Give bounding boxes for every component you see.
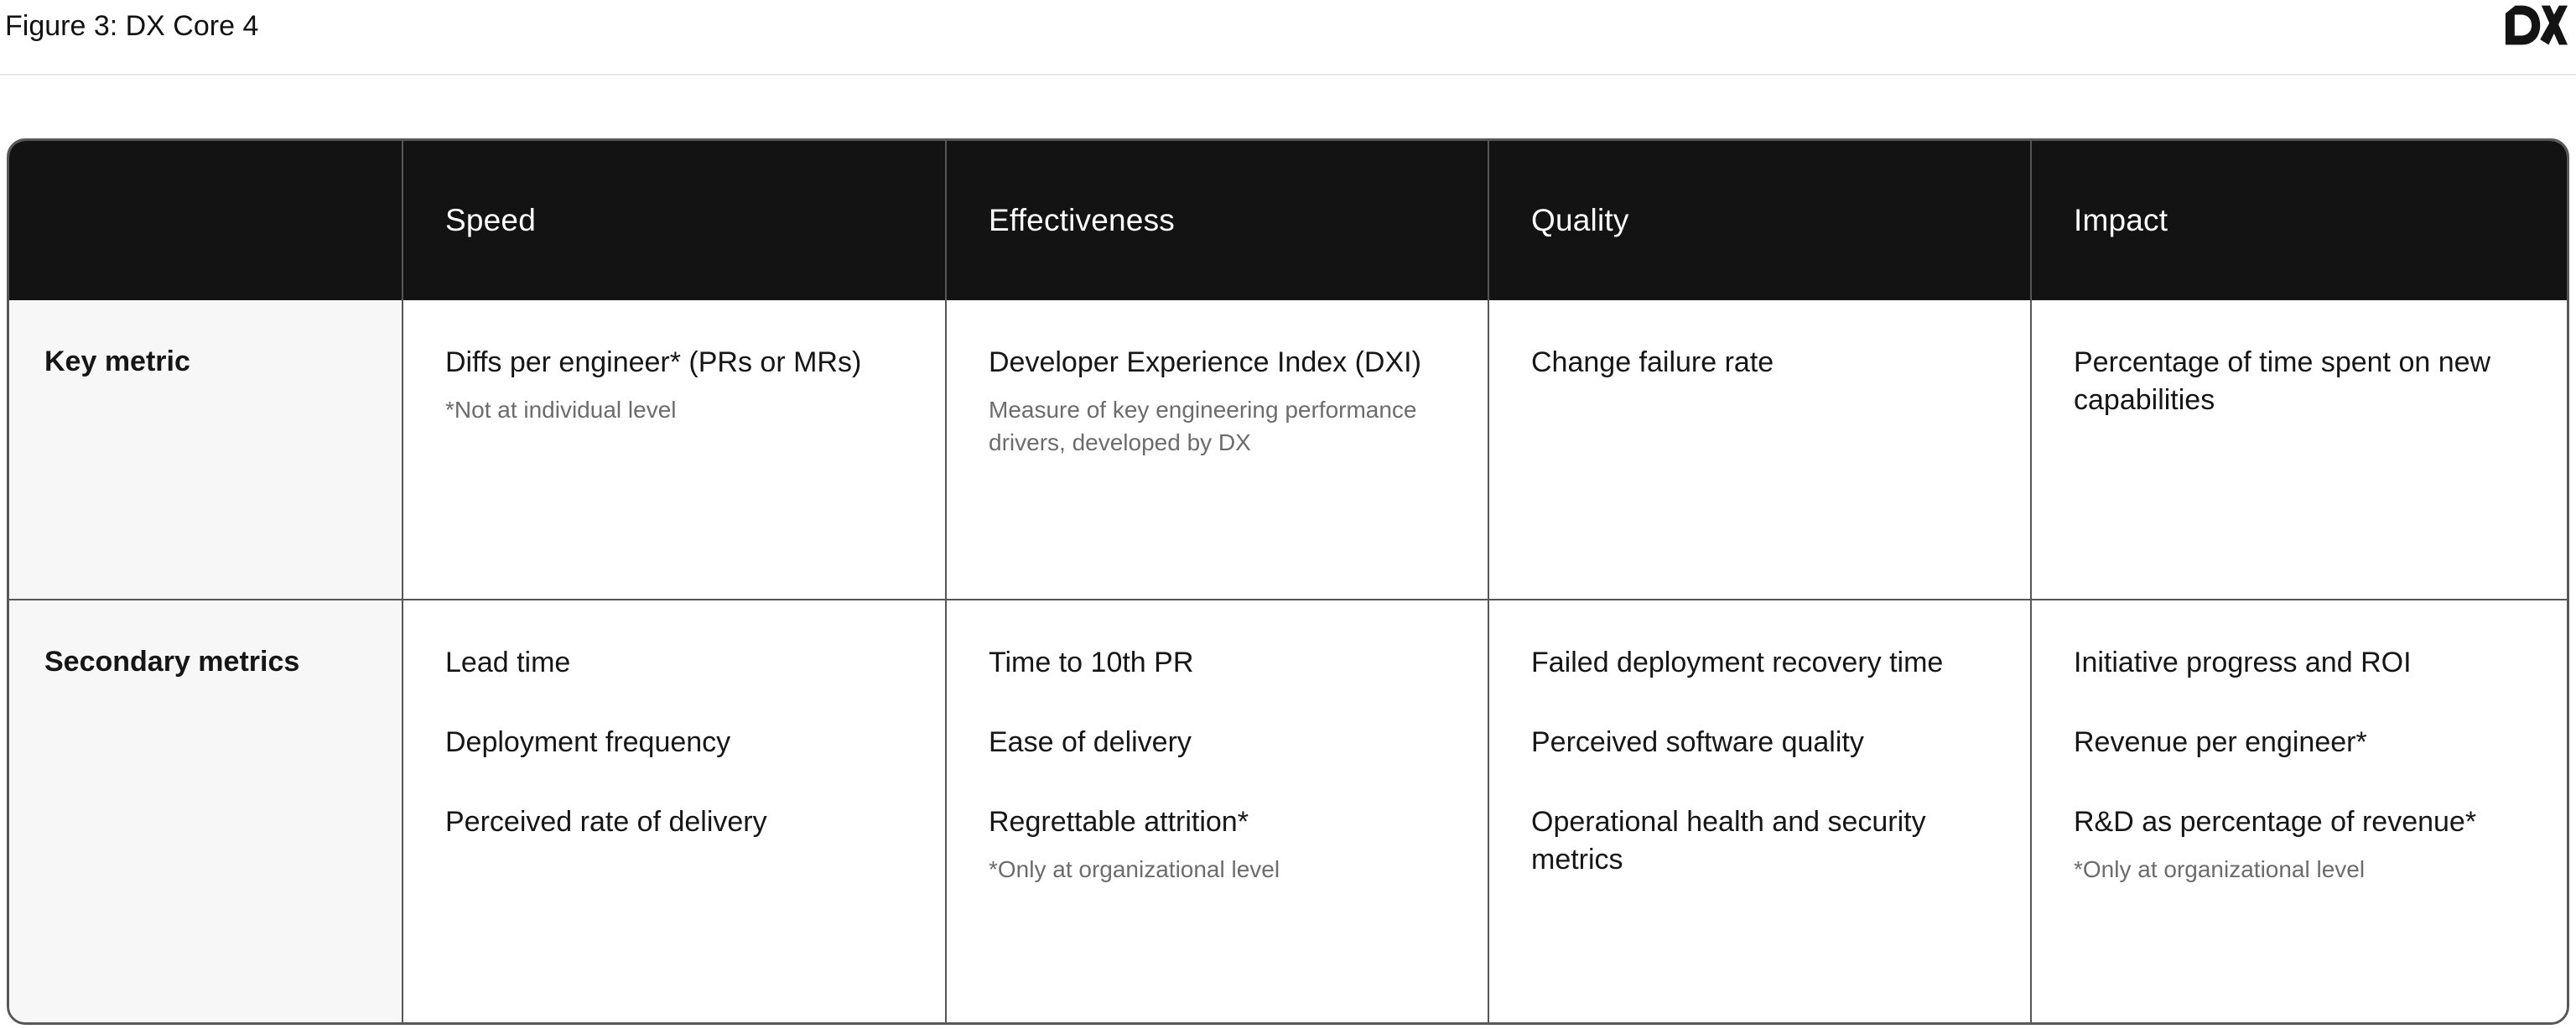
cell-secondary-speed: Lead time Deployment frequency Perceived… <box>402 599 945 1022</box>
core4-table: Speed Effectiveness Quality Impact Key m… <box>7 138 2569 1025</box>
metric-note: *Only at organizational level <box>989 855 1280 882</box>
metric-item: Diffs per engineer* (PRs or MRs) *Not at… <box>445 344 906 426</box>
metric-note: *Not at individual level <box>445 396 677 423</box>
cell-key-metric-speed: Diffs per engineer* (PRs or MRs) *Not at… <box>402 300 945 599</box>
metric-note: *Only at organizational level <box>2074 855 2366 882</box>
metric-text: Developer Experience Index (DXI) <box>989 346 1421 378</box>
row-label-key-metric: Key metric <box>9 300 402 599</box>
col-header-impact: Impact <box>2030 141 2567 300</box>
col-header-blank <box>9 141 402 300</box>
metric-text: Deployment frequency <box>445 725 731 758</box>
metric-item: Deployment frequency <box>445 724 906 761</box>
metric-text: R&D as percentage of revenue* <box>2074 805 2477 838</box>
metric-text: Time to 10th PR <box>989 647 1194 678</box>
metric-item: Time to 10th PR <box>989 644 1449 682</box>
metric-item: Percentage of time spent on new capabili… <box>2074 344 2528 419</box>
col-header-speed: Speed <box>402 141 945 300</box>
metric-item: Failed deployment recovery time <box>1531 644 1992 682</box>
cell-key-metric-effectiveness: Developer Experience Index (DXI) Measure… <box>945 300 1488 599</box>
title-divider <box>0 74 2576 75</box>
metric-item: Operational health and security metrics <box>1531 803 1992 879</box>
col-header-effectiveness: Effectiveness <box>945 141 1488 300</box>
metric-text: Ease of delivery <box>989 725 1192 758</box>
metric-text: Operational health and security metrics <box>1531 805 1926 876</box>
metric-text: Initiative progress and ROI <box>2074 647 2412 678</box>
metric-item: Lead time <box>445 644 906 682</box>
metric-item: Initiative progress and ROI <box>2074 644 2528 682</box>
cell-secondary-quality: Failed deployment recovery time Perceive… <box>1488 599 2030 1022</box>
metric-item: R&D as percentage of revenue* *Only at o… <box>2074 803 2528 886</box>
metric-item: Perceived rate of delivery <box>445 803 906 841</box>
metric-item: Change failure rate <box>1531 344 1992 382</box>
metric-item: Regrettable attrition* *Only at organiza… <box>989 803 1449 886</box>
figure-title: Figure 3: DX Core 4 <box>5 10 259 42</box>
metric-item: Revenue per engineer* <box>2074 724 2528 761</box>
metric-note: Measure of key engineering performance d… <box>989 396 1417 456</box>
metric-text: Diffs per engineer* (PRs or MRs) <box>445 346 862 378</box>
metric-text: Revenue per engineer* <box>2074 725 2367 758</box>
dx-logo-icon <box>2505 5 2568 45</box>
cell-secondary-impact: Initiative progress and ROI Revenue per … <box>2030 599 2567 1022</box>
metric-item: Ease of delivery <box>989 724 1449 761</box>
metric-text: Perceived rate of delivery <box>445 805 767 838</box>
metric-text: Failed deployment recovery time <box>1531 647 1944 678</box>
cell-secondary-effectiveness: Time to 10th PR Ease of delivery Regrett… <box>945 599 1488 1022</box>
metric-item: Developer Experience Index (DXI) Measure… <box>989 344 1449 459</box>
cell-key-metric-impact: Percentage of time spent on new capabili… <box>2030 300 2567 599</box>
metric-text: Percentage of time spent on new capabili… <box>2074 346 2491 416</box>
metric-text: Lead time <box>445 647 571 678</box>
metric-text: Change failure rate <box>1531 346 1774 378</box>
col-header-quality: Quality <box>1488 141 2030 300</box>
row-label-secondary-metrics: Secondary metrics <box>9 599 402 1022</box>
metric-text: Regrettable attrition* <box>989 805 1249 838</box>
metric-text: Perceived software quality <box>1531 725 1864 758</box>
cell-key-metric-quality: Change failure rate <box>1488 300 2030 599</box>
metric-item: Perceived software quality <box>1531 724 1992 761</box>
